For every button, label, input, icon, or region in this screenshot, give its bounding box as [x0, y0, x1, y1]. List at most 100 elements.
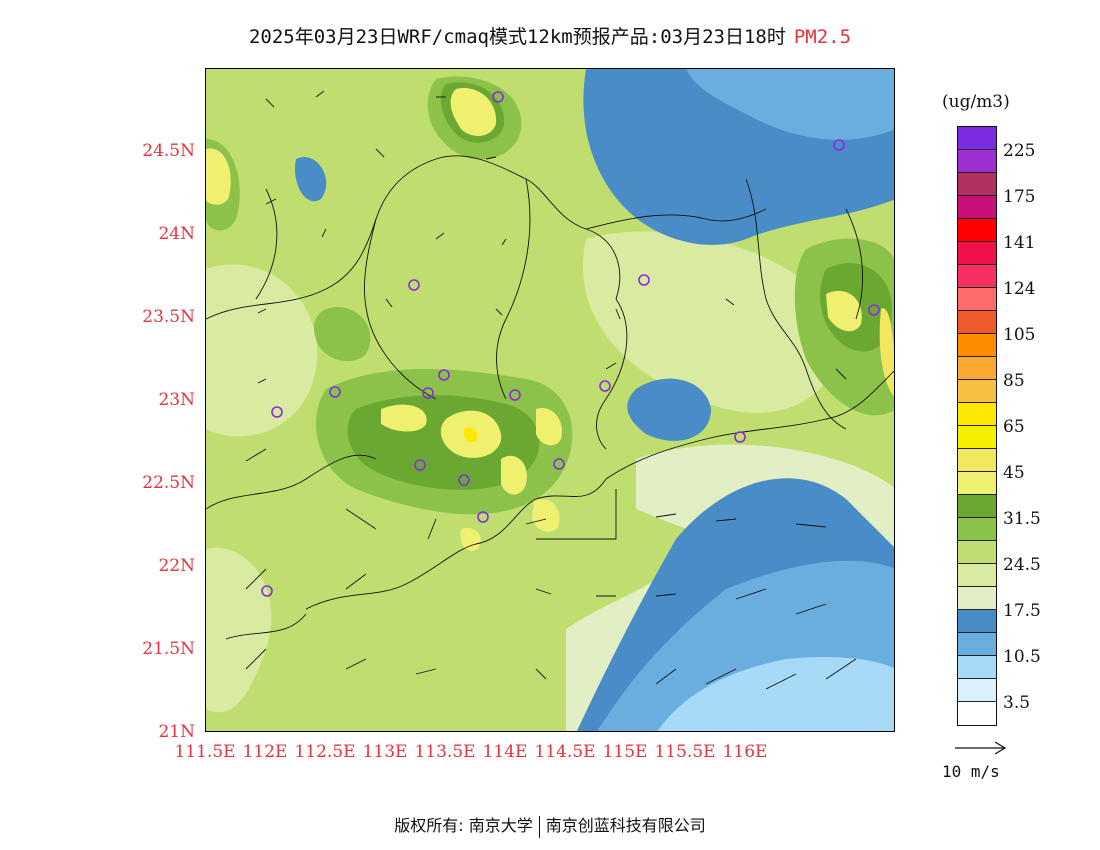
x-tick-label: 115.5E [654, 742, 716, 762]
colorbar-swatch [958, 242, 996, 265]
colorbar-swatch [958, 587, 996, 610]
colorbar-label: 24.5 [1003, 555, 1041, 575]
colorbar-swatch [958, 633, 996, 656]
copyright-footer: 版权所有: 南京大学 南京创蓝科技有限公司 [0, 812, 1100, 838]
colorbar-swatch [958, 311, 996, 334]
colorbar-label: 175 [1003, 187, 1036, 207]
colorbar-swatch [958, 656, 996, 679]
pale-region-southwest [206, 547, 272, 713]
station-marker [734, 431, 746, 443]
station-marker [553, 458, 565, 470]
pollutant-label: PM2.5 [793, 26, 852, 48]
station-marker [833, 139, 845, 151]
station-marker [599, 380, 611, 392]
colorbar-swatch [958, 380, 996, 403]
clean-sea-inner [657, 657, 894, 731]
station-marker [261, 585, 273, 597]
y-tick-label: 24.5N [142, 141, 195, 161]
y-tick-label: 24N [158, 224, 195, 244]
colorbar-swatch [958, 449, 996, 472]
peak-guangzhou [463, 427, 478, 443]
colorbar [957, 126, 997, 726]
y-tick-label: 23.5N [142, 307, 195, 327]
moderate-zone-mid-west [314, 307, 371, 362]
hotspot-foshan [381, 404, 427, 432]
y-tick-label: 21N [158, 722, 195, 742]
colorbar-swatch [958, 150, 996, 173]
hotspot-huizhou [536, 408, 562, 446]
station-marker [492, 91, 504, 103]
copyright-owner: 版权所有: 南京大学 [394, 816, 533, 835]
colorbar-swatch [958, 288, 996, 311]
footer-divider [538, 815, 540, 838]
station-marker [868, 304, 880, 316]
colorbar-swatch [958, 426, 996, 449]
hotspot-shenzhen [532, 499, 560, 533]
clean-patch-north [295, 157, 327, 202]
station-marker [408, 279, 420, 291]
colorbar-swatch [958, 265, 996, 288]
station-marker [414, 459, 426, 471]
colorbar-label: 85 [1003, 371, 1025, 391]
colorbar-swatch [958, 518, 996, 541]
pm25-concentration-field [206, 69, 894, 731]
colorbar-swatch [958, 403, 996, 426]
station-marker [329, 386, 341, 398]
y-tick-label: 23N [158, 390, 195, 410]
x-tick-label: 115E [602, 742, 648, 762]
colorbar-label: 65 [1003, 417, 1025, 437]
x-tick-label: 112E [242, 742, 288, 762]
colorbar-swatch [958, 357, 996, 380]
y-tick-label: 21.5N [142, 639, 195, 659]
pale-region-west [206, 264, 318, 437]
colorbar-label: 31.5 [1003, 509, 1041, 529]
colorbar-swatch [958, 334, 996, 357]
wind-vectors [245, 90, 857, 690]
colorbar-swatch [958, 173, 996, 196]
x-tick-label: 113.5E [414, 742, 476, 762]
map-title: 2025年03月23日WRF/cmaq模式12km预报产品:03月23日18时 P… [0, 22, 1100, 49]
y-tick-label: 22.5N [142, 473, 195, 493]
colorbar-label: 124 [1003, 279, 1036, 299]
station-marker [477, 511, 489, 523]
x-tick-label: 113E [362, 742, 408, 762]
colorbar-swatch [958, 702, 996, 725]
forecast-map [205, 68, 895, 732]
station-marker [638, 274, 650, 286]
colorbar-swatch [958, 564, 996, 587]
x-tick-label: 114E [482, 742, 528, 762]
colorbar-label: 10.5 [1003, 647, 1041, 667]
station-marker [438, 369, 450, 381]
colorbar-label: 45 [1003, 463, 1025, 483]
x-tick-label: 116E [722, 742, 768, 762]
x-tick-label: 111.5E [174, 742, 236, 762]
colorbar-label: 3.5 [1003, 693, 1031, 713]
y-tick-label: 22N [158, 556, 195, 576]
wind-reference-arrow [955, 741, 1007, 755]
colorbar-label: 225 [1003, 141, 1036, 161]
cleaner-area-northeast [686, 69, 894, 140]
clean-patch-coastal-lake [627, 378, 711, 441]
station-marker [458, 474, 470, 486]
colorbar-swatch [958, 219, 996, 242]
colorbar-swatch [958, 495, 996, 518]
colorbar-swatch [958, 610, 996, 633]
station-marker [509, 389, 521, 401]
hotspot-dongguan [501, 455, 527, 495]
colorbar-swatch [958, 679, 996, 702]
hotspot-north [450, 88, 497, 136]
station-marker [271, 406, 283, 418]
map-title-text: 2025年03月23日WRF/cmaq模式12km预报产品:03月23日18时 [248, 26, 786, 48]
x-tick-label: 114.5E [534, 742, 596, 762]
colorbar-label: 17.5 [1003, 601, 1041, 621]
station-marker [422, 387, 434, 399]
colorbar-unit: (ug/m3) [942, 92, 1010, 112]
colorbar-label: 141 [1003, 233, 1036, 253]
station-markers [261, 91, 880, 597]
colorbar-swatch [958, 541, 996, 564]
hotspot-west-edge [206, 148, 231, 205]
hotspot-east [826, 290, 862, 332]
boundary-lines [206, 155, 894, 640]
colorbar-swatch [958, 127, 996, 150]
wind-reference-label: 10 m/s [942, 762, 1000, 781]
